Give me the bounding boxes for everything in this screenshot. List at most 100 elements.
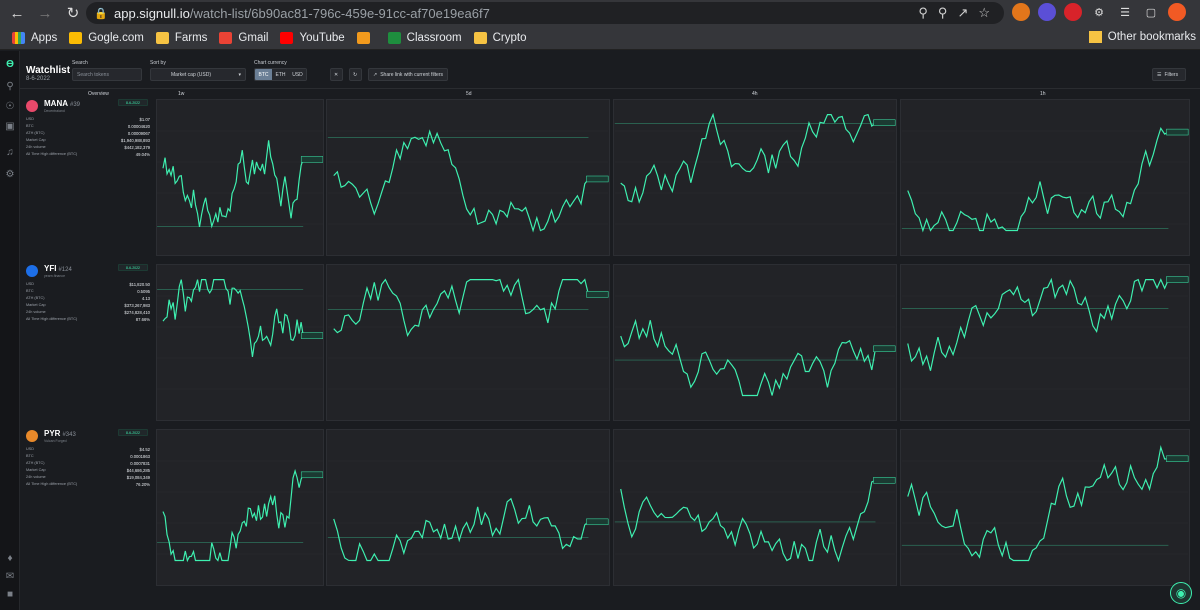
stat-label: Market Cap: [26, 468, 46, 472]
refresh-button[interactable]: ↻: [349, 68, 362, 81]
stat-row: ATH (BTC) 4.13: [26, 296, 150, 301]
folder-icon: [473, 31, 487, 44]
last-price-tag: [586, 291, 609, 298]
address-bar[interactable]: 🔒 app.signull.io /watch-list/6b90ac81-79…: [86, 2, 1004, 24]
bookmark-apps[interactable]: Apps: [12, 31, 57, 44]
bookmark-youtube[interactable]: YouTube: [280, 31, 345, 44]
puzzle-icon[interactable]: ⚙: [1094, 6, 1104, 19]
pyr-logo-icon: [26, 430, 38, 442]
stat-value: 4.13: [141, 296, 150, 301]
token-rank: #124: [58, 267, 72, 273]
bookmark-gogle[interactable]: Gogle.com: [69, 31, 144, 44]
token-date-badge[interactable]: 8-6-2022: [118, 264, 148, 271]
token-name: Vulcan Forged: [44, 439, 67, 443]
key-icon[interactable]: ⚲: [918, 5, 928, 20]
stat-label: USD: [26, 447, 35, 451]
logo-icon[interactable]: ϴ: [6, 59, 14, 70]
gmail-icon: [219, 31, 233, 44]
token-overview-pyr[interactable]: PYR #343 Vulcan Forged 8-6-2022 USD $4.52 BTC 0…: [22, 429, 154, 586]
col-1h: 1h: [1040, 91, 1046, 97]
forward-icon[interactable]: →: [37, 4, 53, 22]
bookmark-other[interactable]: Other bookmarks: [1088, 31, 1196, 43]
chart-pyr-5d[interactable]: [326, 429, 610, 586]
bookmark-gmail[interactable]: Gmail: [219, 31, 268, 44]
search-icon[interactable]: ⚲: [6, 81, 14, 92]
price-line: [333, 129, 589, 233]
chart-yfi-4h[interactable]: [613, 264, 897, 421]
chart-pyr-1h[interactable]: [900, 429, 1190, 586]
chart-pyr-1w[interactable]: [156, 429, 324, 586]
chart-mana-1w[interactable]: [156, 99, 324, 256]
bell-icon[interactable]: ♫: [6, 147, 14, 158]
token-overview-mana[interactable]: MANA #39 Decentraland 8-6-2022 USD $1.07 BTC 0.…: [22, 99, 154, 256]
token-date-badge[interactable]: 8-6-2022: [118, 99, 148, 106]
metamask-icon[interactable]: [1012, 3, 1030, 21]
extension-icon[interactable]: [1038, 3, 1056, 21]
back-icon[interactable]: ←: [9, 4, 25, 22]
price-chart-svg: [901, 445, 1189, 562]
stat-label: USD: [26, 117, 35, 121]
mail-icon[interactable]: ✉: [5, 571, 15, 582]
briefcase-icon[interactable]: ▣: [5, 121, 15, 132]
price-line: [620, 112, 876, 204]
last-price-tag: [1166, 455, 1189, 462]
chart-mana-1h[interactable]: [900, 99, 1190, 256]
token-date-badge[interactable]: 8-6-2022: [118, 429, 148, 436]
clear-button[interactable]: ✕: [330, 68, 343, 81]
last-price-tag: [873, 119, 896, 126]
search-input[interactable]: Search tokens: [72, 68, 142, 81]
side-panel-icon[interactable]: ▢: [1145, 6, 1157, 19]
watchlist-header: Watchlist 8-6-2022 Search Search tokens …: [20, 51, 1200, 89]
currency-btc[interactable]: BTC: [255, 69, 272, 80]
reload-icon[interactable]: ↻: [66, 5, 80, 22]
bookmark-crypto[interactable]: Crypto: [473, 31, 527, 44]
bookmark-farms[interactable]: Farms: [155, 31, 207, 44]
cat-icon[interactable]: ♦: [7, 553, 13, 564]
share-icon[interactable]: ↗: [957, 5, 969, 20]
stat-value: $11,820.50: [129, 282, 150, 287]
chart-yfi-1h[interactable]: [900, 264, 1190, 421]
currency-usd[interactable]: USD: [289, 69, 306, 80]
sort-select[interactable]: Market cap (USD) ▾: [150, 68, 246, 81]
stat-row: Market Cap $1,940,988,893: [26, 138, 150, 143]
zoom-icon[interactable]: ⚲: [937, 5, 948, 20]
gear-icon[interactable]: ⚙: [5, 169, 15, 180]
reading-list-icon[interactable]: ☰: [1120, 6, 1130, 19]
extension-icon[interactable]: [1064, 3, 1082, 21]
bookmark-upload[interactable]: [356, 31, 376, 44]
watchlist-date[interactable]: 8-6-2022: [26, 76, 51, 82]
avatar[interactable]: [1168, 3, 1186, 21]
page-title: Watchlist: [26, 65, 71, 76]
chart-pyr-4h[interactable]: [613, 429, 897, 586]
last-price-tag: [300, 471, 323, 479]
stat-label: ATH (BTC): [26, 131, 45, 135]
stat-row: All Time High difference (BTC) 87.66%: [26, 317, 150, 322]
last-price-tag: [1166, 128, 1189, 136]
token-overview-yfi[interactable]: YFI #124 yearn.finance 8-6-2022 USD $11,820.5…: [22, 264, 154, 421]
share-link-button[interactable]: ↗ Share link with current filters: [368, 68, 448, 81]
chart-yfi-1w[interactable]: [156, 264, 324, 421]
search-label: Search: [72, 60, 88, 66]
chart-mana-5d[interactable]: [326, 99, 610, 256]
sort-label: Sort by: [150, 60, 166, 66]
eye-icon[interactable]: ☉: [5, 101, 15, 112]
stat-label: 24h volume: [26, 310, 46, 314]
price-line: [620, 318, 877, 397]
bookmarks-bar: Apps Gogle.com Farms Gmail YouTube Class…: [0, 26, 1200, 50]
col-5d: 5d: [466, 91, 472, 97]
price-line: [620, 479, 876, 563]
assistant-button[interactable]: ◉: [1170, 582, 1192, 604]
filters-button[interactable]: ☰ Filters: [1152, 68, 1186, 81]
chat-icon[interactable]: ■: [6, 589, 14, 600]
last-price-tag: [300, 332, 323, 339]
close-icon: ✕: [334, 71, 339, 78]
chart-yfi-5d[interactable]: [326, 264, 610, 421]
star-icon[interactable]: ☆: [978, 5, 990, 20]
col-4h: 4h: [752, 91, 758, 97]
bookmark-classroom[interactable]: Classroom: [387, 31, 462, 44]
url-path: /watch-list/6b90ac81-796c-459e-91cc-af70…: [189, 5, 490, 21]
stat-row: All Time High difference (BTC) 76.20%: [26, 482, 150, 487]
currency-eth[interactable]: ETH: [272, 69, 289, 80]
menu-icon[interactable]: ⋮: [1194, 3, 1200, 21]
chart-mana-4h[interactable]: [613, 99, 897, 256]
